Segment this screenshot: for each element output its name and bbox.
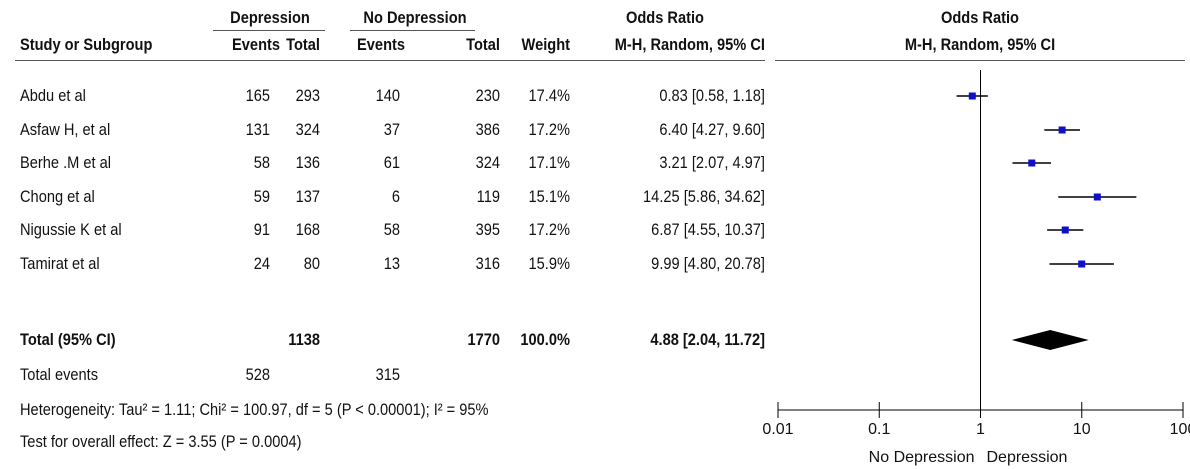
x-tick-label: 0.01	[762, 421, 793, 438]
weight-value: 17.1%	[528, 153, 570, 172]
favours-left-label: No Depression	[869, 449, 975, 466]
favours-right-label: Depression	[987, 449, 1068, 466]
total1-value: 136	[295, 153, 320, 172]
ci-value: 9.99 [4.80, 20.78]	[651, 254, 765, 273]
ci-value: 6.40 [4.27, 9.60]	[659, 120, 765, 139]
point-estimate-marker	[968, 92, 976, 100]
total-events-label: Total events	[20, 365, 99, 384]
ci-value: 3.21 [2.07, 4.97]	[659, 153, 765, 172]
total1-value: 293	[295, 86, 320, 105]
events2-value: 13	[383, 254, 400, 273]
total1-value: 137	[295, 187, 320, 206]
study-name: Chong et al	[20, 187, 95, 206]
ci-value: 14.25 [5.86, 34.62]	[643, 187, 765, 206]
group1-header: Depression	[230, 8, 310, 27]
weight-value: 17.2%	[528, 220, 570, 239]
x-tick-label: 100	[1170, 421, 1190, 438]
or-right-title: Odds Ratio	[941, 8, 1019, 27]
point-estimate-marker	[1061, 226, 1069, 234]
study-name: Nigussie K et al	[20, 220, 122, 239]
total1-header: Total	[286, 35, 320, 54]
method-right-header: M-H, Random, 95% CI	[904, 35, 1056, 54]
total-label: Total (95% CI)	[20, 330, 116, 349]
events2-value: 61	[383, 153, 400, 172]
total2-value: 119	[476, 187, 500, 206]
weight-value: 15.9%	[528, 254, 570, 273]
point-estimate-marker	[1093, 193, 1101, 201]
or-left-title: Odds Ratio	[626, 8, 704, 27]
events1-header: Events	[232, 35, 280, 54]
group2-header: No Depression	[363, 8, 467, 27]
total1-value: 324	[295, 120, 320, 139]
total2-value: 316	[475, 254, 500, 273]
total1-value: 168	[295, 220, 320, 239]
group1-underline	[213, 30, 325, 31]
total2-sum: 1770	[467, 330, 500, 349]
weight-value: 17.4%	[528, 86, 570, 105]
x-tick-label: 1	[976, 421, 985, 438]
pooled-diamond	[1011, 330, 1089, 350]
events2-value: 140	[375, 86, 400, 105]
point-estimate-marker	[1028, 159, 1036, 167]
events2-value: 58	[383, 220, 400, 239]
weight-header: Weight	[521, 35, 570, 54]
total2-value: 324	[475, 153, 500, 172]
weight-value: 15.1%	[528, 187, 570, 206]
events2-value: 37	[383, 120, 400, 139]
total-ci: 4.88 [2.04, 11.72]	[650, 330, 765, 349]
header-left-rule	[15, 60, 765, 61]
ci-value: 6.87 [4.55, 10.37]	[651, 220, 765, 239]
events1-value: 131	[245, 120, 270, 139]
study-name: Abdu et al	[20, 86, 86, 105]
study-header: Study or Subgroup	[20, 35, 153, 54]
study-name: Tamirat et al	[20, 254, 100, 273]
weight-value: 17.2%	[528, 120, 570, 139]
events2-value: 6	[391, 187, 400, 206]
point-estimate-marker	[1078, 260, 1086, 268]
events1-value: 59	[253, 187, 270, 206]
study-name: Berhe .M et al	[20, 153, 112, 172]
events1-value: 91	[253, 220, 270, 239]
x-tick-label: 10	[1073, 421, 1091, 438]
total2-value: 395	[475, 220, 500, 239]
events1-value: 24	[253, 254, 270, 273]
total-events1: 528	[245, 365, 270, 384]
group2-underline	[350, 30, 475, 31]
total2-value: 230	[475, 86, 500, 105]
heterogeneity-text: Heterogeneity: Tau² = 1.11; Chi² = 100.9…	[20, 400, 489, 419]
study-name: Asfaw H, et al	[20, 120, 111, 139]
events1-value: 165	[245, 86, 270, 105]
total1-sum: 1138	[288, 330, 320, 349]
overall-effect-text: Test for overall effect: Z = 3.55 (P = 0…	[20, 432, 302, 451]
ci-value: 0.83 [0.58, 1.18]	[659, 86, 765, 105]
total2-header: Total	[466, 35, 500, 54]
events1-value: 58	[253, 153, 270, 172]
total2-value: 386	[475, 120, 500, 139]
point-estimate-marker	[1058, 126, 1066, 134]
total1-value: 80	[303, 254, 320, 273]
x-tick-label: 0.1	[868, 421, 890, 438]
header-right-rule	[775, 60, 1185, 61]
events2-header: Events	[357, 35, 405, 54]
method-left-header: M-H, Random, 95% CI	[614, 35, 765, 54]
total-weight: 100.0%	[520, 330, 570, 349]
total-events2: 315	[375, 365, 400, 384]
